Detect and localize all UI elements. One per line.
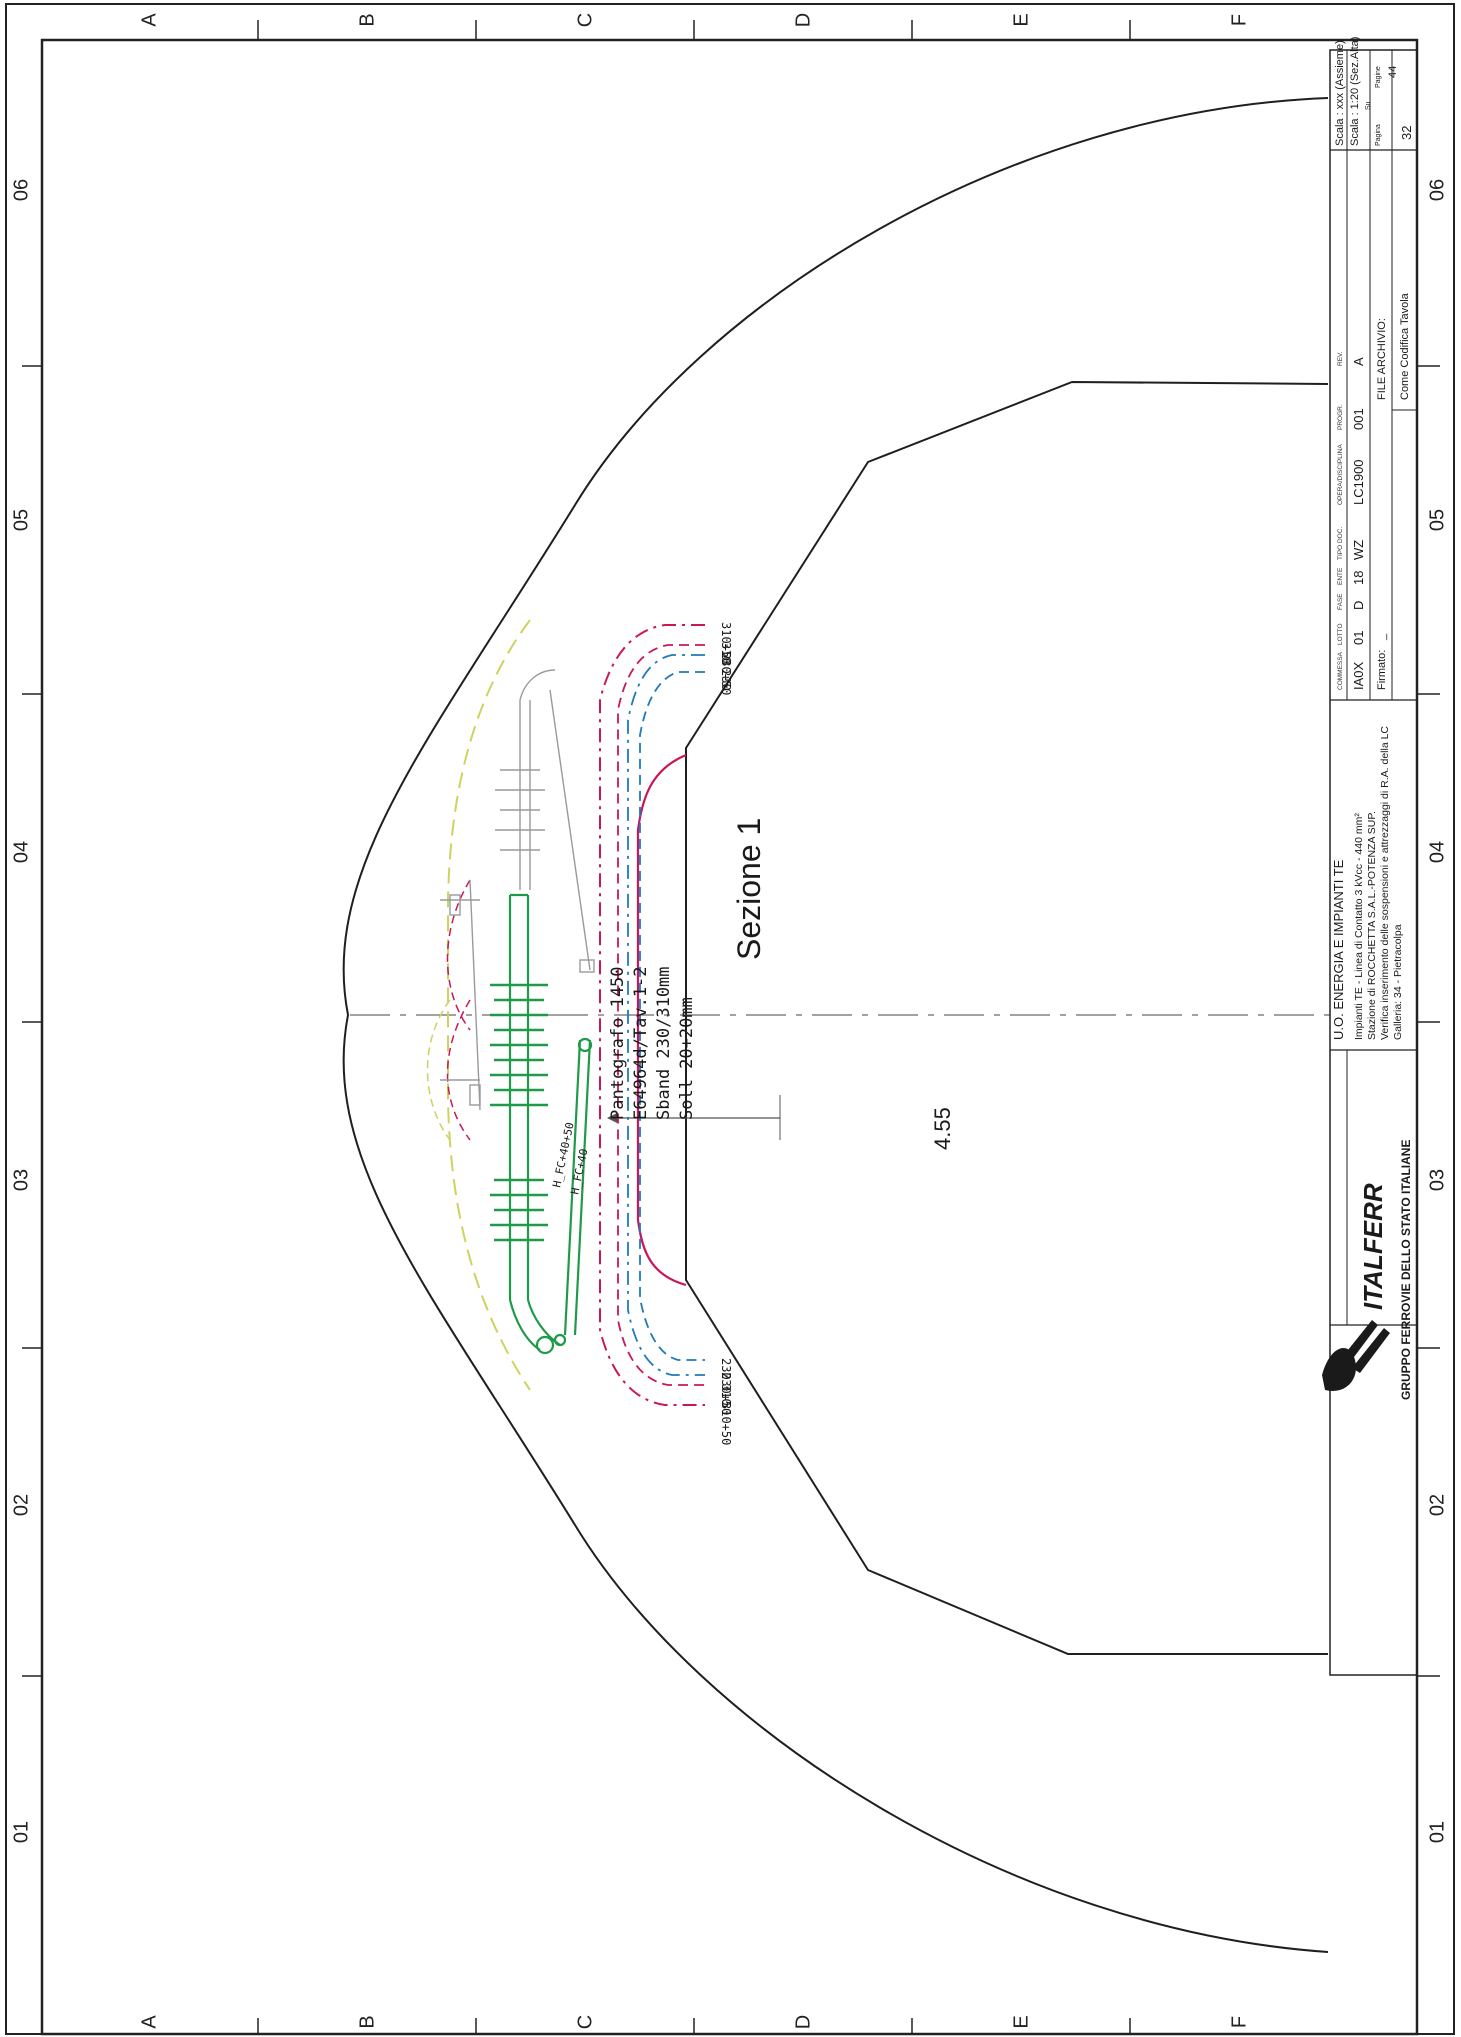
grid-row-label-top: E <box>1010 13 1032 26</box>
grid-row-label-top: A <box>138 13 160 27</box>
offset-label: 310+50 <box>719 622 733 665</box>
firmato-label: Firmato: <box>1376 650 1388 690</box>
grid-row-label-top: B <box>356 13 378 26</box>
code-header: LOTTO <box>1337 623 1344 645</box>
offset-label: 310 <box>719 642 733 664</box>
code-header: ENTE <box>1337 567 1344 585</box>
code-value: A <box>1351 357 1366 366</box>
grid-column-label-right: 06 <box>1426 179 1448 201</box>
grid-column-label-right: 05 <box>1426 509 1448 531</box>
pantograph-envelope <box>636 753 687 1287</box>
grid-row-label-bottom: E <box>1010 2015 1032 2028</box>
pagina-label: Pagina <box>1375 124 1382 146</box>
code-value: IA0X <box>1351 661 1366 690</box>
code-value: 001 <box>1351 408 1366 430</box>
code-value: 18 <box>1351 571 1366 585</box>
height-value: 4.55 <box>930 1107 955 1150</box>
file-archivio-label: FILE ARCHIVIO: <box>1376 318 1388 400</box>
description-line: Galleria: 34 - Pietracolpa <box>1392 924 1404 1040</box>
grid-row-label-bottom: D <box>792 2015 814 2029</box>
clearance-gauge-profile <box>685 380 1329 1655</box>
offset-label: 230 <box>719 1358 733 1380</box>
grid-column-label-left: 01 <box>10 1821 32 1843</box>
grid-row-label-bottom: B <box>356 2015 378 2028</box>
file-archivio-value: Come Codifica Tavola <box>1399 292 1411 400</box>
logo-text: ITALFERR <box>1358 1183 1388 1310</box>
insulation-envelope <box>447 619 531 1391</box>
grid-column-label-left: 05 <box>10 509 32 531</box>
code-value: WZ <box>1351 540 1366 560</box>
offset-line-310-50 <box>599 624 705 1406</box>
firmato-value: _ <box>1376 633 1388 641</box>
grid-column-label-right: 03 <box>1426 1169 1448 1191</box>
offset-line-230 <box>639 671 705 1361</box>
grid-row-label-top: F <box>1228 14 1250 26</box>
grid-row-label-bottom: A <box>138 2015 160 2029</box>
grid-column-label-right: 01 <box>1426 1821 1448 1843</box>
pantograph-label: Soll 20+20mm <box>677 997 697 1120</box>
arc-detail <box>446 999 471 1141</box>
code-value: 01 <box>1351 631 1366 645</box>
tunnel-arch-profile <box>342 97 1329 1953</box>
offset-line-230-50 <box>627 654 705 1376</box>
unit-title: U.O. ENERGIA E IMPIANTI TE <box>1331 859 1346 1040</box>
grid-row-label-bottom: C <box>574 2015 596 2029</box>
code-header: PROGR. <box>1337 404 1344 430</box>
grid-column-label-left: 02 <box>10 1494 32 1516</box>
arc-detail <box>446 879 471 1031</box>
inner-frame <box>40 38 1419 2036</box>
offset-label: 310+50 <box>719 1402 733 1445</box>
group-text: GRUPPO FERROVIE DELLO STATO ITALIANE <box>1399 1140 1413 1400</box>
code-header: COMMESSA <box>1337 651 1344 690</box>
offset-line-310 <box>617 644 705 1386</box>
grid-column-label-left: 04 <box>10 841 32 863</box>
offset-label: 230+50 <box>719 1372 733 1415</box>
grid-column-label-left: 03 <box>10 1169 32 1191</box>
section-title: Sezione 1 <box>731 818 767 960</box>
code-value: LC1900 <box>1351 459 1366 505</box>
su-label: Su <box>1365 101 1372 110</box>
pantograph-label: E64964d/Tav.1-2 <box>631 966 651 1120</box>
offset-label: 230+50 <box>719 652 733 695</box>
code-value: D <box>1351 601 1366 610</box>
pagina-value: 32 <box>1399 126 1414 140</box>
pantograph-label: Pantografo 1450 <box>608 966 628 1120</box>
description-line: Verifica inserimento delle sospensioni e… <box>1379 726 1391 1040</box>
description-line: Stazione di ROCCHETTA S.A.L.-POTENZA SUP… <box>1366 811 1378 1040</box>
title-block: ITALFERR GRUPPO FERROVIE DELLO STATO ITA… <box>1322 37 1418 1676</box>
h-label-fc-40: H_FC+40 <box>568 1148 590 1196</box>
scale-1: Scala : xxx (Assieme) <box>1334 40 1346 146</box>
grey-suspension-assembly <box>440 669 595 1111</box>
offset-label: 310 <box>719 1384 733 1406</box>
grid-row-label-top: D <box>792 13 814 27</box>
grid-column-label-left: 06 <box>10 179 32 201</box>
description-line: Impianti TE - Linea di Contatto 3 kVcc -… <box>1353 813 1365 1040</box>
pagine-value: 44 <box>1387 66 1399 78</box>
code-header: REV. <box>1337 351 1344 366</box>
scale-2: Scala : 1:20 (Sez.Alta) <box>1349 37 1361 146</box>
code-header: OPERA/DISCIPLINA <box>1337 444 1344 505</box>
grid-ticks <box>22 20 1440 2034</box>
code-header: TIPO DOC. <box>1337 527 1344 560</box>
outer-frame <box>5 3 1455 2035</box>
grid-column-label-right: 02 <box>1426 1494 1448 1516</box>
italferr-logo: ITALFERR GRUPPO FERROVIE DELLO STATO ITA… <box>1322 1140 1413 1400</box>
grid-column-label-right: 04 <box>1426 841 1448 863</box>
pantograph-label: Sband 230/310mm <box>654 966 674 1120</box>
arc-detail <box>426 999 451 1141</box>
grid-row-label-bottom: F <box>1228 2016 1250 2028</box>
grid-row-label-top: C <box>574 13 596 27</box>
code-header: FASE <box>1337 593 1344 610</box>
green-cantilever-assembly <box>490 893 593 1355</box>
pagine-label: Pagine <box>1375 66 1382 88</box>
offset-label: 230 <box>719 669 733 691</box>
